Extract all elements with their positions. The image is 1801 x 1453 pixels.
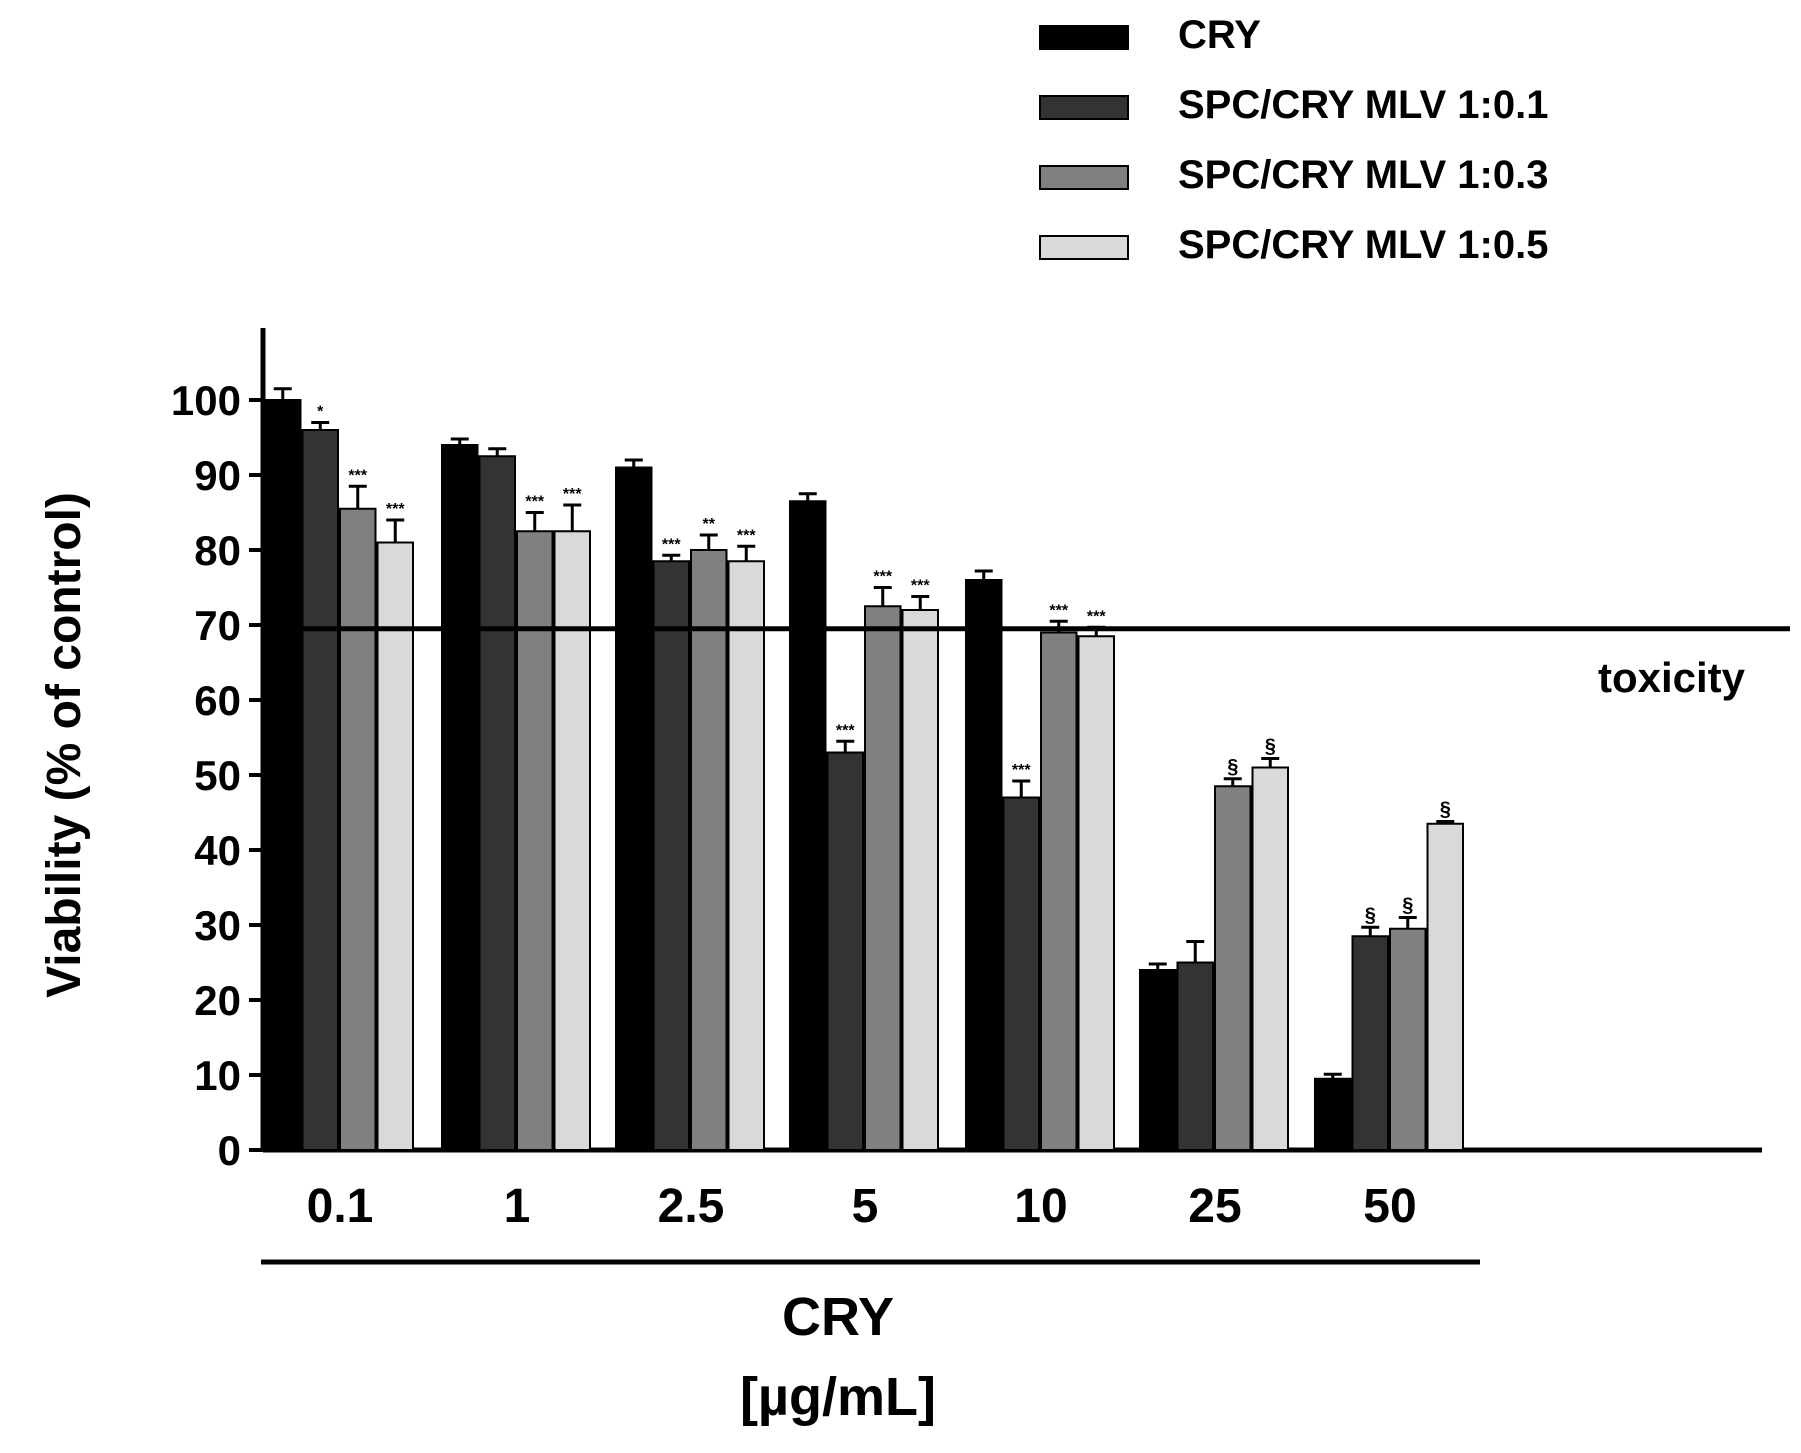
bar-4-10	[1077, 635, 1115, 1151]
significance-label: ***	[525, 494, 544, 511]
bar-4-2.5	[727, 560, 765, 1151]
y-axis-label: Viability (% of control)	[38, 492, 91, 998]
legend-swatch-1	[1039, 25, 1129, 50]
bar-2-50	[1351, 935, 1389, 1151]
bar-2-25	[1176, 961, 1214, 1151]
significance-label: ***	[737, 527, 756, 544]
x-tick-label: 25	[1188, 1180, 1241, 1233]
significance-label: *	[317, 404, 324, 421]
significance-label: ***	[836, 722, 855, 739]
legend: CRY SPC/CRY MLV 1:0.1 SPC/CRY MLV 1:0.3 SPC…	[1039, 13, 1548, 267]
bar-3-10	[1040, 631, 1078, 1151]
toxicity-label: toxicity	[1598, 654, 1746, 701]
y-tick-label: 20	[194, 977, 241, 1024]
significance-label: §	[1440, 799, 1451, 821]
x-axis-label: CRY	[782, 1287, 894, 1347]
bar-4-1	[553, 530, 591, 1151]
y-tick-label: 30	[194, 902, 241, 949]
bar-1-25	[1139, 969, 1177, 1151]
bar-2-2.5	[652, 560, 690, 1151]
significance-label: §	[1365, 904, 1376, 926]
bar-1-10	[965, 579, 1003, 1151]
bar-4-50	[1426, 822, 1464, 1151]
bar-3-25	[1214, 785, 1252, 1151]
significance-label: ***	[1049, 602, 1068, 619]
y-tick-label: 90	[194, 452, 241, 499]
legend-swatch-3	[1039, 165, 1129, 190]
legend-label-4: SPC/CRY MLV 1:0.5	[1178, 223, 1548, 267]
bar-2-1	[478, 455, 516, 1151]
bar-4-25	[1251, 766, 1289, 1151]
x-tick-label: 1	[504, 1180, 531, 1233]
bar-1-0.1	[264, 399, 302, 1151]
significance-label: ***	[1087, 608, 1106, 625]
bar-3-2.5	[690, 549, 728, 1151]
bar-3-5	[864, 605, 902, 1151]
bar-4-5	[901, 609, 939, 1151]
bar-1-2.5	[615, 466, 653, 1151]
legend-label-2: SPC/CRY MLV 1:0.1	[1178, 83, 1548, 127]
x-tick-label: 0.1	[307, 1180, 374, 1233]
bar-3-0.1	[339, 507, 377, 1151]
significance-label: ***	[911, 578, 930, 595]
bar-4-0.1	[376, 541, 414, 1151]
y-tick-label: 0	[218, 1127, 241, 1174]
x-axis-unit: [µg/mL]	[740, 1367, 936, 1427]
bar-1-1	[441, 444, 479, 1151]
legend-swatch-2	[1039, 95, 1129, 120]
significance-label: ***	[348, 467, 367, 484]
significance-label: ***	[873, 569, 892, 586]
y-tick-label: 70	[194, 602, 241, 649]
significance-label: ***	[1012, 762, 1031, 779]
legend-label-1: CRY	[1178, 13, 1261, 57]
significance-label: **	[703, 516, 716, 533]
y-tick-label: 50	[194, 752, 241, 799]
y-tick-label: 10	[194, 1052, 241, 1099]
significance-label: §	[1265, 736, 1276, 758]
bar-3-1	[516, 530, 554, 1151]
bar-3-50	[1389, 927, 1427, 1151]
y-tick-label: 80	[194, 527, 241, 574]
x-tick-label: 50	[1363, 1180, 1416, 1233]
significance-label: ***	[662, 536, 681, 553]
legend-label-3: SPC/CRY MLV 1:0.3	[1178, 153, 1548, 197]
bar-2-5	[826, 751, 864, 1151]
legend-swatch-4	[1039, 235, 1129, 260]
significance-label: ***	[563, 486, 582, 503]
bar-1-5	[789, 500, 827, 1151]
bar-2-0.1	[301, 429, 339, 1151]
x-tick-label: 5	[852, 1180, 879, 1233]
significance-label: §	[1402, 895, 1413, 917]
y-tick-label: 40	[194, 827, 241, 874]
y-tick-label: 100	[171, 377, 241, 424]
significance-label: §	[1227, 756, 1238, 778]
bar-1-50	[1314, 1077, 1352, 1151]
y-tick-label: 60	[194, 677, 241, 724]
x-tick-label: 10	[1014, 1180, 1067, 1233]
bar-2-10	[1002, 796, 1040, 1151]
significance-label: ***	[386, 501, 405, 518]
x-tick-label: 2.5	[658, 1180, 725, 1233]
